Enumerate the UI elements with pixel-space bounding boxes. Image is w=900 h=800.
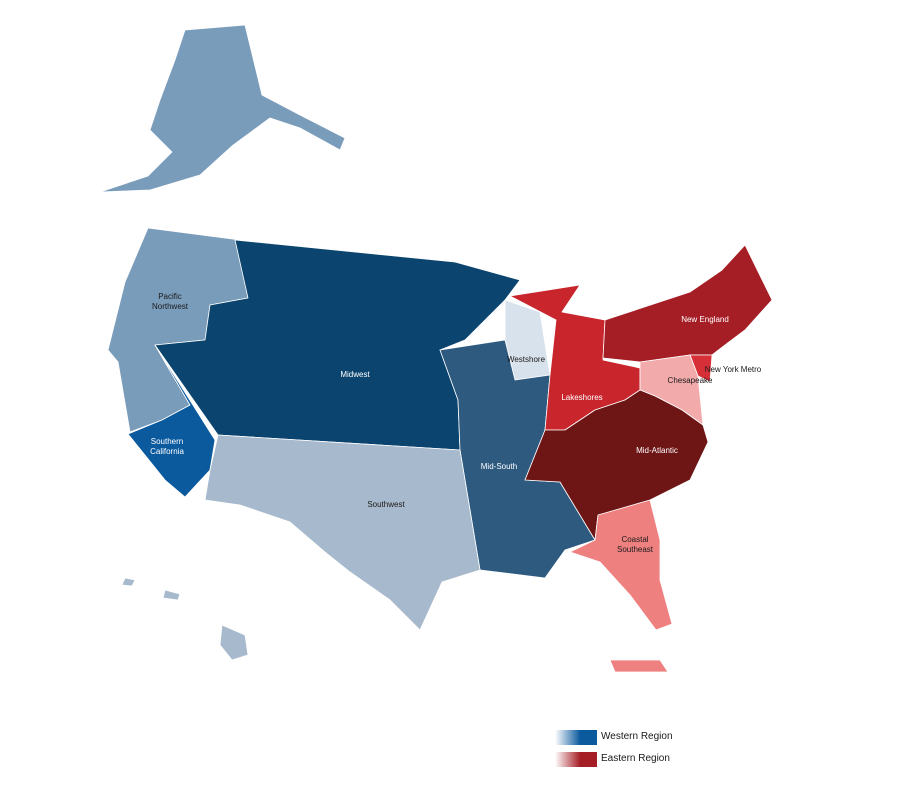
region-label: Coastal Southeast: [616, 535, 654, 554]
region-shape: [524, 389, 709, 541]
region-label: Southern California: [150, 437, 184, 456]
hawaii: [219, 624, 249, 661]
puerto-rico: [609, 659, 669, 673]
legend-item: Eastern Region: [555, 752, 755, 768]
region-label: Southwest: [367, 500, 405, 509]
legend-item: Western Region: [555, 730, 755, 746]
region-label: New England: [681, 315, 729, 324]
legend-label: Eastern Region: [601, 753, 670, 764]
region-label: Mid-Atlantic: [636, 446, 678, 455]
hawaii: [162, 589, 181, 601]
region-label: Lakeshores: [561, 393, 603, 402]
region-label: Mid-South: [480, 462, 518, 471]
region-shape: [204, 434, 481, 631]
region-shape: [569, 499, 673, 631]
legend-label: Western Region: [601, 731, 673, 742]
hawaii: [121, 577, 136, 587]
region-label: New York Metro: [704, 365, 762, 374]
region-label: Midwest: [340, 370, 370, 379]
region-label: Westshore: [506, 355, 546, 364]
alaska: [99, 24, 346, 193]
legend-swatch: [555, 730, 597, 745]
region-label: Pacific Northwest: [151, 292, 188, 311]
region-shape: [127, 344, 216, 498]
region-label: Chesapeake: [667, 376, 713, 385]
region-shape: [602, 244, 773, 363]
legend-swatch: [555, 752, 597, 767]
